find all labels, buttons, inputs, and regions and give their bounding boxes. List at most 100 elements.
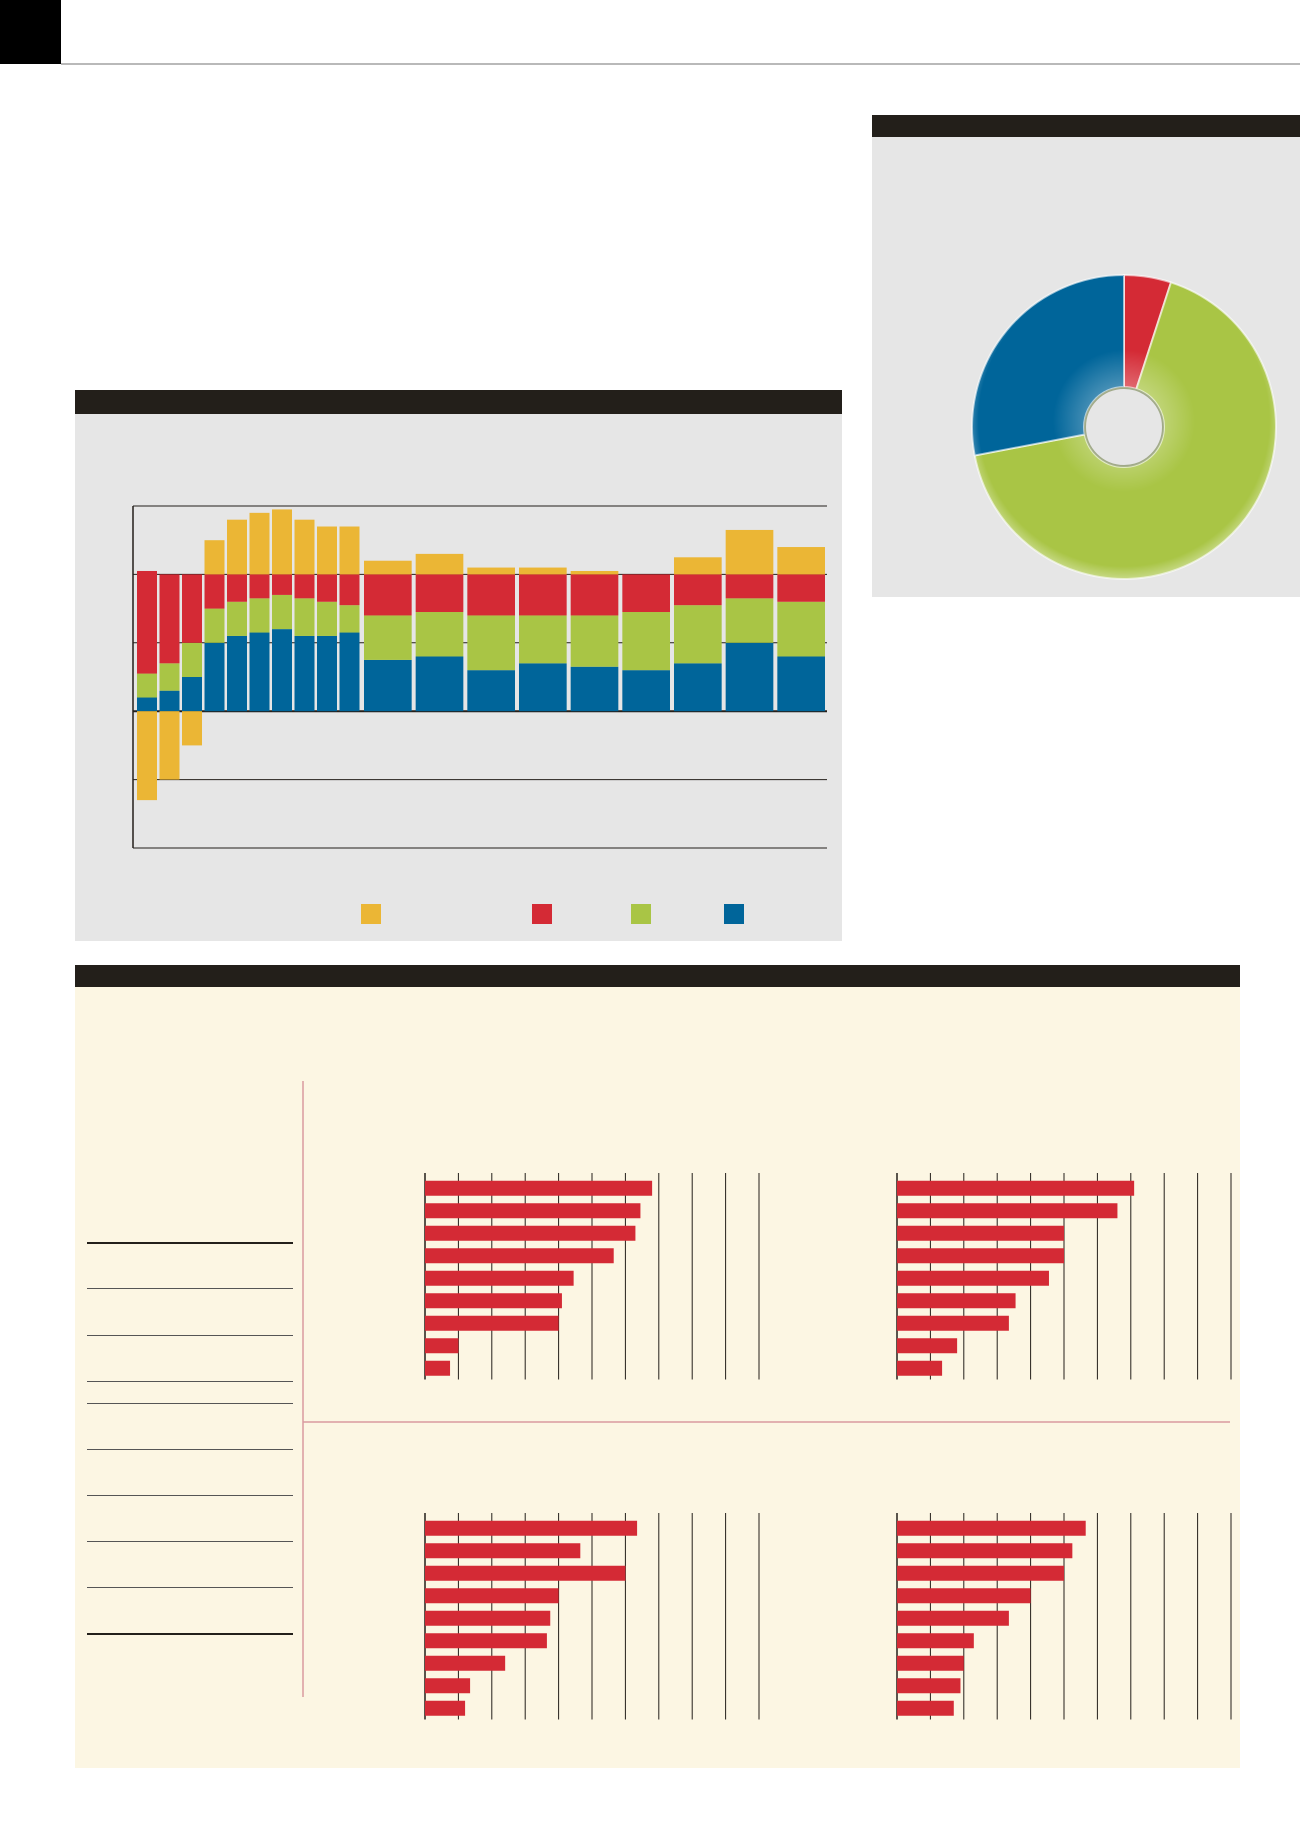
bar-segment-red	[622, 574, 670, 613]
hbar-bar	[425, 1565, 626, 1581]
bar-segment-green	[674, 605, 722, 664]
hbar-bar	[897, 1270, 1049, 1286]
bar-segment-yellow	[159, 711, 180, 780]
donut-chart	[971, 273, 1277, 580]
bar-segment-red	[339, 574, 360, 606]
horizontal-bar-charts-header-bar	[75, 965, 1240, 987]
bar-segment-yellow	[339, 526, 360, 575]
bar-segment-blue	[467, 670, 515, 712]
bar-segment-blue	[622, 670, 670, 712]
bar-segment-blue	[777, 656, 825, 712]
hbar-bar	[897, 1360, 943, 1376]
bar-segment-green	[317, 601, 337, 636]
bar-segment-blue	[249, 632, 270, 712]
bar-segment-red	[272, 574, 292, 595]
label-rule	[87, 1242, 293, 1244]
horizontal-bar-charts-panel	[75, 965, 1240, 1768]
bar-segment-yellow	[674, 557, 722, 575]
bar-segment-yellow	[725, 529, 774, 575]
label-rule	[87, 1381, 293, 1382]
bar-segment-green	[364, 615, 412, 660]
bar-segment-green	[249, 598, 270, 633]
bar-segment-red	[137, 570, 157, 674]
bar-segment-red	[294, 574, 315, 599]
legend-swatch-yellow	[361, 904, 381, 924]
bar-segment-red	[159, 574, 180, 664]
bar-segment-green	[227, 601, 247, 636]
bar-segment-blue	[137, 697, 157, 712]
hbar-bar	[425, 1633, 547, 1649]
bar-segment-red	[570, 574, 619, 616]
bar-segment-yellow	[182, 711, 202, 746]
hbar-bar	[897, 1678, 961, 1694]
label-rule	[87, 1449, 293, 1450]
bar-segment-blue	[570, 666, 619, 712]
hbar-bar	[425, 1180, 653, 1196]
bar-segment-red	[204, 574, 225, 609]
bar-segment-blue	[519, 663, 567, 712]
bar-segment-red	[415, 574, 464, 613]
hbar-bar	[897, 1315, 1009, 1331]
bar-segment-green	[519, 615, 567, 664]
bar-segment-green	[204, 608, 225, 643]
hbar-bar	[425, 1520, 638, 1536]
horizontal-bar-charts	[302, 1081, 1232, 1720]
bar-segment-yellow	[294, 519, 315, 575]
legend-swatch-red	[532, 904, 552, 924]
hbar-bar	[425, 1293, 562, 1309]
bar-segment-green	[777, 601, 825, 657]
stacked-bar-chart	[132, 505, 827, 849]
page-corner-block	[0, 0, 61, 64]
bar-segment-blue	[159, 690, 180, 712]
hbar-bar	[897, 1633, 974, 1649]
hbar-bar	[425, 1543, 581, 1559]
bar-segment-yellow	[317, 526, 337, 575]
bar-segment-red	[317, 574, 337, 602]
hbar-bar	[897, 1225, 1064, 1241]
legend-swatch-blue	[724, 904, 744, 924]
stacked-bar-chart-header-bar	[75, 390, 842, 414]
bar-segment-green	[294, 598, 315, 636]
bar-segment-yellow	[519, 567, 567, 575]
bar-segment-blue	[272, 629, 292, 712]
hbar-bar	[897, 1203, 1118, 1219]
bar-segment-yellow	[227, 519, 247, 575]
label-rule	[87, 1541, 293, 1542]
bar-segment-yellow	[249, 512, 270, 575]
label-rule	[87, 1335, 293, 1336]
bar-segment-blue	[182, 677, 202, 712]
bar-segment-red	[777, 574, 825, 602]
bar-segment-green	[272, 594, 292, 630]
hbar-bar	[425, 1225, 636, 1241]
bar-segment-green	[159, 663, 180, 691]
hbar-bar	[897, 1248, 1064, 1264]
hbar-bar	[425, 1203, 641, 1219]
bar-segment-blue	[227, 635, 247, 712]
donut-chart-panel	[872, 115, 1300, 597]
hbar-bar	[425, 1248, 614, 1264]
bar-segment-green	[415, 612, 464, 657]
bar-segment-yellow	[467, 567, 515, 575]
label-rule	[87, 1403, 293, 1404]
bar-segment-blue	[294, 635, 315, 712]
bar-segment-red	[249, 574, 270, 599]
bar-segment-green	[725, 598, 774, 643]
bar-segment-red	[227, 574, 247, 602]
hbar-bar	[425, 1610, 551, 1626]
bar-segment-green	[339, 605, 360, 633]
hbar-bar	[425, 1678, 471, 1694]
label-rule	[87, 1587, 293, 1588]
hbar-bar	[425, 1338, 459, 1354]
bar-segment-yellow	[272, 509, 292, 575]
bar-segment-yellow	[570, 570, 619, 575]
page-top-rule	[61, 63, 1300, 65]
hbar-bar	[425, 1700, 466, 1716]
label-rule	[87, 1288, 293, 1289]
bar-segment-blue	[204, 642, 225, 712]
hbar-bar	[425, 1360, 451, 1376]
bar-segment-red	[674, 574, 722, 606]
donut-chart-header-bar	[872, 115, 1300, 137]
stacked-bar-chart-panel	[75, 390, 842, 941]
hbar-bar	[897, 1520, 1086, 1536]
bar-segment-green	[467, 615, 515, 671]
